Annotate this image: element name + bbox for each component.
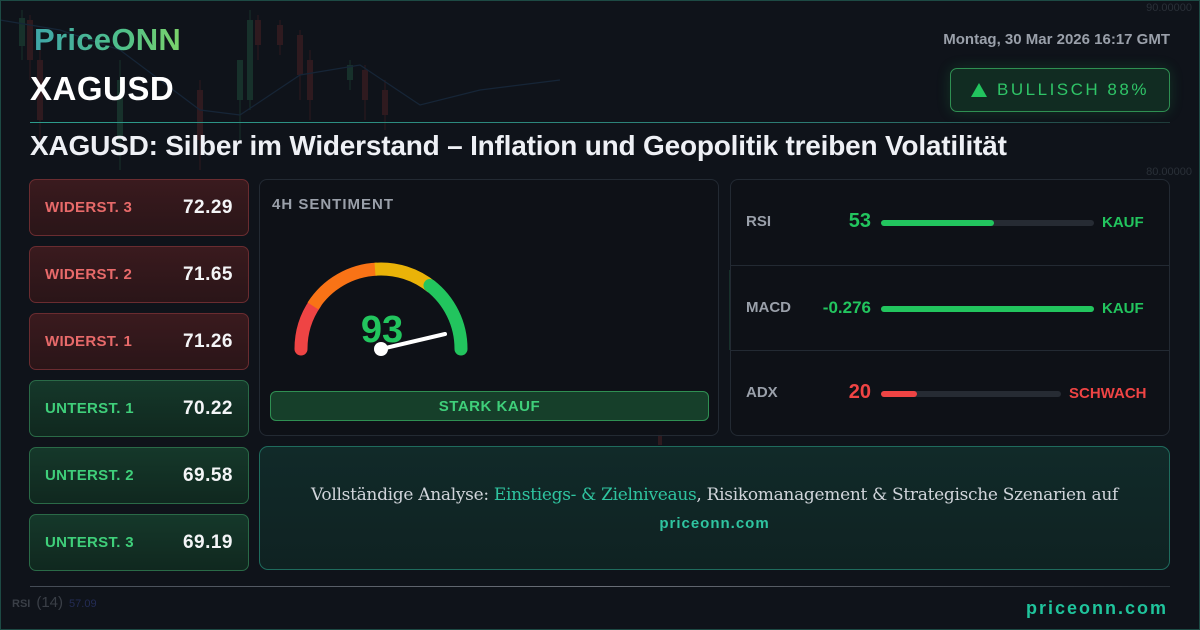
level-support-1: UNTERST. 1 70.22 [29, 380, 249, 437]
level-label: UNTERST. 1 [45, 400, 134, 417]
indicator-signal: SCHWACH [1069, 385, 1147, 402]
indicator-name: ADX [746, 384, 778, 401]
background-rsi-label: RSI (14) 57.09 [12, 594, 97, 611]
indicator-signal: KAUF [1102, 300, 1144, 317]
level-value: 70.22 [182, 397, 233, 419]
indicator-signal: KAUF [1102, 214, 1144, 231]
rsi-label: RSI [12, 598, 31, 610]
level-label: UNTERST. 2 [45, 467, 134, 484]
sentiment-gauge-icon [294, 262, 468, 356]
indicator-bar-fill [881, 391, 917, 397]
level-value: 71.26 [182, 330, 233, 352]
indicator-value: 20 [848, 381, 871, 403]
level-label: UNTERST. 3 [45, 534, 134, 551]
axis-label: 90.00000 [1146, 2, 1192, 14]
indicator-bar [881, 391, 1061, 397]
level-label: WIDERST. 2 [45, 266, 133, 283]
timestamp: Montag, 30 Mar 2026 16:17 GMT [943, 31, 1170, 48]
indicator-name: RSI [746, 213, 772, 230]
indicator-bar-fill [881, 220, 994, 226]
level-value: 69.19 [182, 531, 233, 553]
headline: XAGUSD: Silber im Widerstand – Inflation… [30, 130, 1007, 161]
header-divider [30, 122, 1170, 123]
cta-prefix: Vollständige Analyse: [311, 485, 494, 505]
level-label: WIDERST. 1 [45, 333, 133, 350]
brand-logo[interactable]: PriceONN [34, 22, 182, 57]
level-support-2: UNTERST. 2 69.58 [29, 447, 249, 504]
analysis-cta[interactable]: Vollständige Analyse: Einstiegs- & Zieln… [259, 446, 1170, 570]
indicator-row-rsi: RSI 53 KAUF [731, 180, 1169, 265]
axis-label: 80.00000 [1146, 166, 1192, 178]
level-label: WIDERST. 3 [45, 199, 133, 216]
indicator-value: 53 [848, 210, 871, 232]
level-resistance-1: WIDERST. 1 71.26 [29, 313, 249, 370]
footer-divider [30, 586, 1170, 587]
level-resistance-3: WIDERST. 3 72.29 [29, 179, 249, 236]
cta-text: Vollständige Analyse: Einstiegs- & Zieln… [260, 485, 1169, 505]
level-value: 71.65 [182, 263, 233, 285]
rsi-period: (14) [36, 594, 64, 611]
sentiment-verdict: STARK KAUF [270, 391, 709, 421]
sentiment-score: 93 [360, 309, 404, 351]
cta-highlight: Einstiegs- & Zielniveaus [493, 485, 697, 505]
level-value: 69.58 [182, 464, 233, 486]
level-resistance-2: WIDERST. 2 71.65 [29, 246, 249, 303]
sentiment-badge: BULLISCH 88% [950, 68, 1170, 112]
indicators-card: RSI 53 KAUF MACD -0.276 KAUF ADX 20 SCHW… [730, 179, 1170, 436]
indicator-bar [881, 306, 1094, 312]
sentiment-card: 4H SENTIMENT 93 STARK KAUF [259, 179, 719, 436]
cta-suffix: , Risikomanagement & Strategische Szenar… [696, 485, 1118, 505]
indicator-name: MACD [746, 299, 791, 316]
triangle-up-icon [971, 83, 988, 97]
indicator-bar [881, 220, 1094, 226]
indicator-bar-fill [881, 306, 1094, 312]
level-value: 72.29 [182, 196, 233, 218]
levels-list: WIDERST. 3 72.29 WIDERST. 2 71.65 WIDERS… [29, 179, 249, 581]
level-support-3: UNTERST. 3 69.19 [29, 514, 249, 571]
indicator-row-adx: ADX 20 SCHWACH [731, 350, 1169, 436]
symbol-title: XAGUSD [30, 70, 175, 107]
indicator-row-macd: MACD -0.276 KAUF [731, 265, 1169, 351]
footer-url-link[interactable]: priceonn.com [1025, 598, 1168, 618]
sentiment-badge-label: BULLISCH 88% [997, 80, 1149, 99]
indicator-value: -0.276 [822, 298, 871, 317]
rsi-value: 57.09 [69, 598, 97, 610]
sentiment-title: 4H SENTIMENT [272, 196, 395, 213]
cta-link[interactable]: priceonn.com [659, 515, 770, 532]
